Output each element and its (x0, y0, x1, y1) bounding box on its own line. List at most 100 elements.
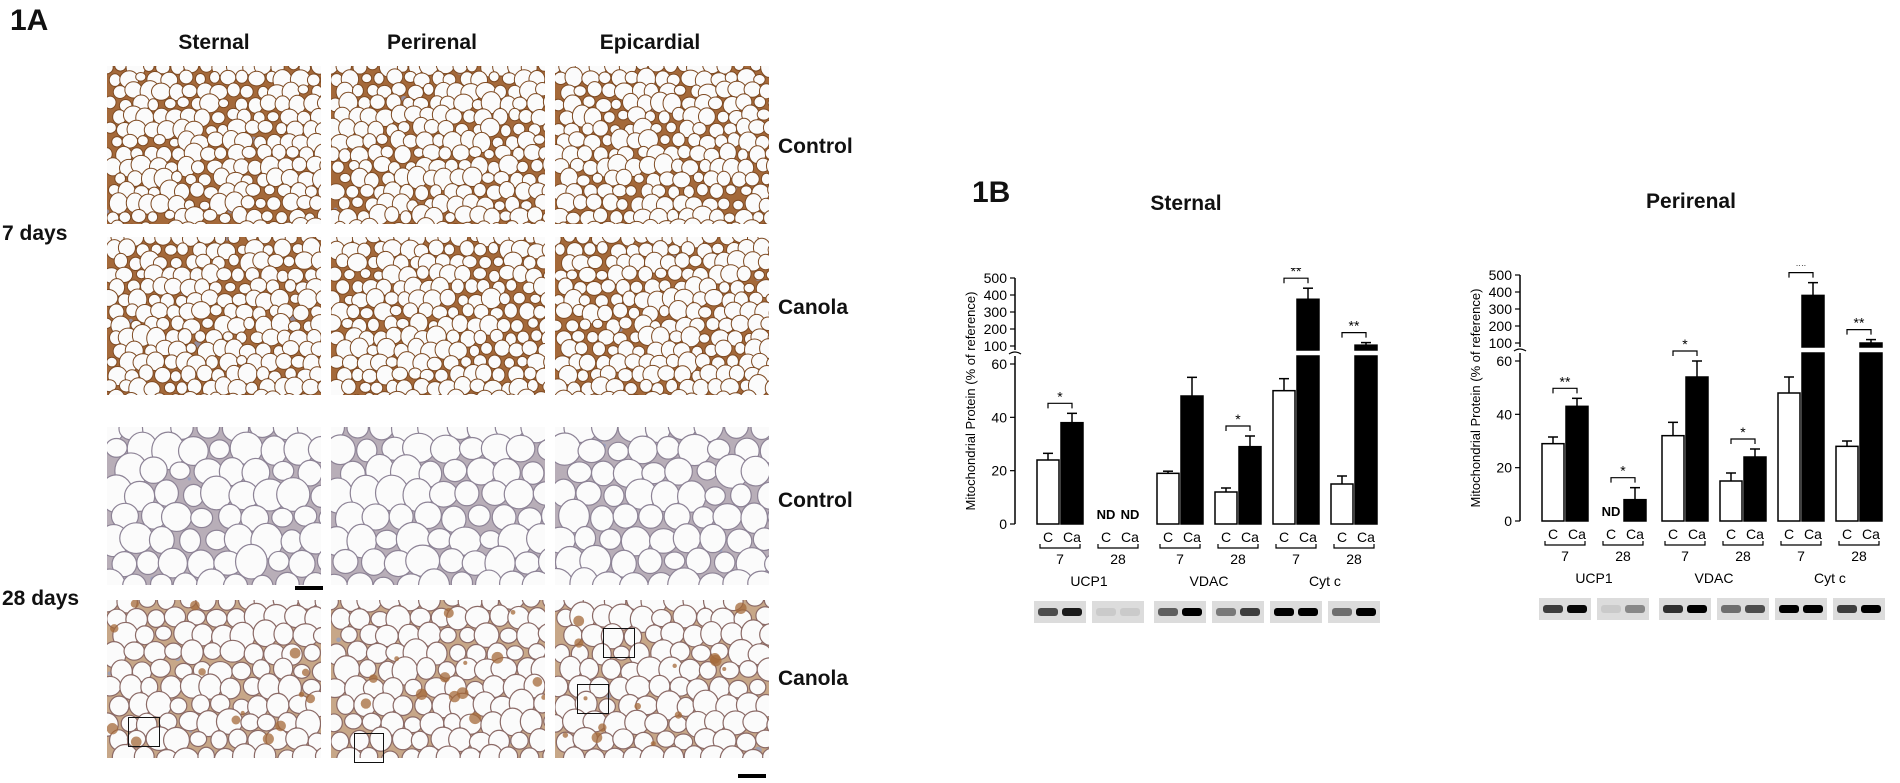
blot-strip (1034, 601, 1086, 623)
days-label: 28 (1110, 551, 1126, 567)
x-tick-label: C (1548, 526, 1558, 542)
bar-c (1719, 480, 1743, 522)
blot-band (1216, 608, 1236, 616)
x-tick-label: Ca (1241, 529, 1259, 545)
bar-ca (1801, 352, 1825, 522)
x-tick-label: Ca (1804, 526, 1822, 542)
bar-c (1330, 483, 1354, 525)
significance-bracket (1047, 402, 1073, 409)
x-tick-label: Ca (1299, 529, 1317, 545)
x-tick-label: C (1726, 526, 1736, 542)
significance-bracket (1225, 425, 1251, 431)
bar-ca (1743, 456, 1767, 522)
x-tick-label: C (1606, 526, 1616, 542)
days-label: 7 (1561, 548, 1569, 564)
row-label-canola-7: Canola (778, 296, 849, 319)
significance-bracket (1730, 438, 1756, 444)
histology-tile-epicardial-canola-28d (555, 600, 769, 758)
panel-a-label: 1A (10, 4, 49, 37)
y-tick-label: 300 (1489, 301, 1513, 317)
significance-label: * (1620, 463, 1626, 479)
blot-band (1745, 605, 1765, 613)
blot-band (1240, 608, 1260, 616)
y-axis-label: Mitochondrial Protein (% of reference) (963, 292, 978, 511)
y-axis-label: Mitochondrial Protein (% of reference) (1468, 289, 1483, 508)
blot-strip (1328, 601, 1380, 623)
x-tick-label: C (1163, 529, 1173, 545)
blot-band (1298, 608, 1318, 616)
significance-label: * (1682, 336, 1688, 352)
significance-bracket (1341, 332, 1367, 338)
days-bracket (1217, 544, 1259, 549)
protein-label: Cyt c (1814, 570, 1846, 586)
panel-b-label: 1B (972, 176, 1011, 209)
y-tick-label: 60 (991, 356, 1007, 372)
blot-strip (1659, 598, 1711, 620)
blot-strip (1154, 601, 1206, 623)
days-label: 28 (1735, 548, 1751, 564)
days-bracket (1159, 544, 1201, 549)
significance-bracket (1672, 350, 1698, 356)
column-header-sternal: Sternal (178, 31, 250, 54)
bar-c (1036, 459, 1060, 525)
histology-tile-epicardial-control-7d (555, 66, 769, 224)
days-bracket (1664, 541, 1706, 546)
blot-band (1543, 605, 1563, 613)
x-tick-label: Ca (1183, 529, 1201, 545)
protein-label: UCP1 (1575, 570, 1613, 586)
blot-strip (1833, 598, 1885, 620)
column-header-epicardial: Epicardial (599, 31, 701, 54)
x-tick-label: C (1221, 529, 1231, 545)
bar-c (1272, 389, 1296, 525)
significance-label: ** (1796, 265, 1807, 274)
y-tick-label: 100 (1489, 335, 1513, 351)
significance-label: ** (1349, 318, 1360, 334)
blot-strip (1775, 598, 1827, 620)
x-tick-label: Ca (1862, 526, 1880, 542)
histology-tile-sternal-canola-28d (107, 600, 321, 758)
bar-ca (1238, 445, 1262, 525)
days-label: 7 (1797, 548, 1805, 564)
blot-band (1803, 605, 1823, 613)
histology-tile-perirenal-canola-28d (331, 600, 545, 758)
x-tick-label: C (1101, 529, 1111, 545)
blot-band (1601, 605, 1621, 613)
histology-tile-perirenal-control-7d (331, 66, 545, 224)
row-label-canola-28: Canola (778, 667, 849, 690)
histology-tile-perirenal-control-28d (331, 427, 545, 585)
bar-ca-upper (1801, 294, 1825, 348)
blot-strip (1092, 601, 1144, 623)
blot-band (1096, 608, 1116, 616)
blot-strip (1717, 598, 1769, 620)
significance-label: * (1235, 411, 1241, 427)
blot-band (1625, 605, 1645, 613)
bar-ca (1296, 355, 1320, 525)
bar-ca-upper (1354, 344, 1378, 351)
blot-band (1721, 605, 1741, 613)
bar-c (1661, 434, 1685, 522)
x-tick-label: Ca (1688, 526, 1706, 542)
days-label: 28 (1230, 551, 1246, 567)
significance-bracket (1788, 272, 1814, 278)
days-bracket (1275, 544, 1317, 549)
blot-band (1663, 605, 1683, 613)
y-tick-label: 0 (999, 516, 1007, 532)
row-label-control-28: Control (778, 489, 853, 512)
x-tick-label: C (1337, 529, 1347, 545)
histology-tile-sternal-control-7d (107, 66, 321, 224)
y-tick-label: 40 (1496, 406, 1512, 422)
inset-box (128, 717, 160, 747)
not-detected-label: ND (1121, 507, 1140, 522)
bar-ca (1060, 421, 1084, 525)
blot-band (1274, 608, 1294, 616)
days-bracket (1780, 541, 1822, 546)
blot-band (1182, 608, 1202, 616)
y-tick-label: 200 (1489, 318, 1513, 334)
time-label-7-days: 7 days (2, 222, 68, 245)
inset-box (354, 733, 384, 763)
significance-bracket (1283, 277, 1309, 284)
histology-tile-sternal-canola-7d (107, 237, 321, 395)
bar-ca (1354, 355, 1378, 525)
blot-band (1120, 608, 1140, 616)
